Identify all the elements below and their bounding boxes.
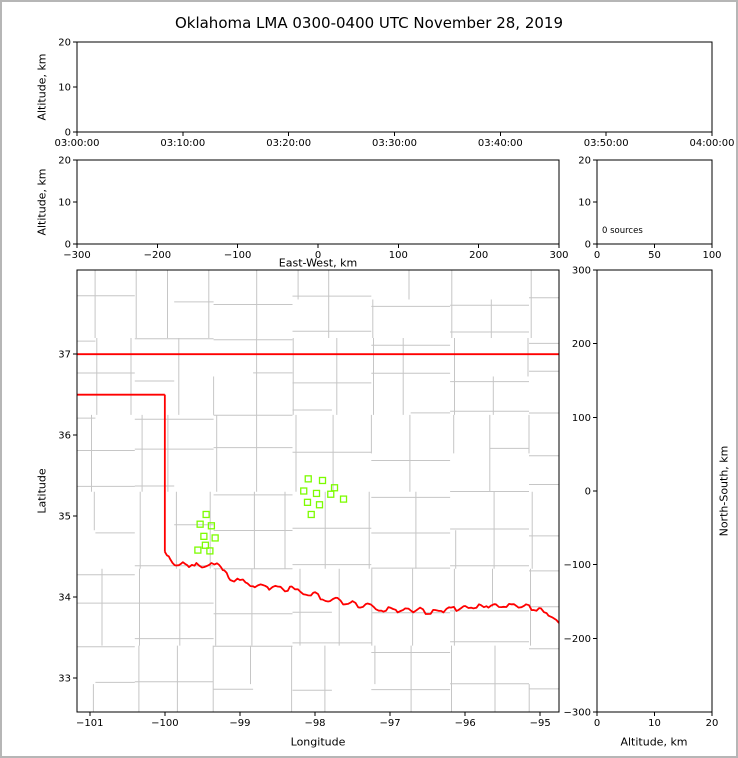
lma-station-marker	[207, 522, 216, 530]
lma-station-marker	[330, 484, 339, 492]
svg-text:300: 300	[549, 250, 568, 261]
svg-text:03:10:00: 03:10:00	[160, 138, 205, 149]
svg-text:50: 50	[648, 250, 661, 261]
svg-text:200: 200	[469, 250, 488, 261]
ns-height-ylabel: North-South, km	[717, 445, 731, 537]
figure-title: Oklahoma LMA 0300-0400 UTC November 28, …	[174, 14, 564, 32]
svg-text:03:00:00: 03:00:00	[55, 138, 100, 149]
svg-text:−200: −200	[144, 250, 171, 261]
svg-text:−98: −98	[304, 718, 325, 729]
svg-text:34: 34	[58, 593, 71, 604]
svg-text:20: 20	[58, 38, 71, 49]
svg-text:0: 0	[315, 250, 321, 261]
lma-station-marker	[206, 547, 214, 555]
lma-station-marker	[202, 510, 210, 519]
lma-station-marker	[318, 476, 327, 485]
svg-text:36: 36	[58, 431, 71, 442]
svg-text:04:00:00: 04:00:00	[690, 138, 735, 149]
lma-station-marker	[300, 487, 308, 495]
svg-text:03:40:00: 03:40:00	[478, 138, 523, 149]
svg-text:−96: −96	[455, 718, 476, 729]
lma-station-marker	[201, 541, 210, 549]
svg-text:03:30:00: 03:30:00	[372, 138, 417, 149]
svg-text:100: 100	[389, 250, 408, 261]
svg-text:−300: −300	[564, 708, 591, 719]
lma-station-marker	[196, 520, 204, 528]
svg-text:0: 0	[585, 240, 591, 251]
svg-text:−100: −100	[564, 560, 591, 571]
svg-text:10: 10	[648, 718, 661, 729]
plan-xlabel: Longitude	[290, 735, 346, 749]
svg-text:10: 10	[58, 198, 71, 209]
time-height-ylabel: Altitude, km	[35, 53, 49, 121]
lma-station-marker	[304, 475, 312, 483]
plan-ylabel: Latitude	[35, 468, 49, 514]
lma-station-marker	[315, 501, 324, 509]
svg-text:0: 0	[594, 718, 600, 729]
svg-text:200: 200	[572, 339, 591, 350]
lma-station-marker	[211, 534, 219, 542]
ew-height-xlabel: East-West, km	[278, 256, 358, 270]
lma-station-marker	[307, 510, 315, 519]
lma-station-marker	[194, 546, 202, 554]
svg-text:20: 20	[578, 156, 591, 167]
svg-text:−100: −100	[151, 718, 178, 729]
svg-text:03:50:00: 03:50:00	[584, 138, 629, 149]
svg-text:−300: −300	[63, 250, 90, 261]
svg-text:10: 10	[578, 198, 591, 209]
svg-text:0: 0	[594, 250, 600, 261]
svg-text:300: 300	[572, 266, 591, 277]
lma-station-marker	[339, 495, 348, 503]
svg-text:35: 35	[58, 512, 71, 523]
svg-text:−100: −100	[224, 250, 251, 261]
ns-height-xlabel: Altitude, km	[620, 735, 688, 749]
plan-map-layers	[77, 270, 559, 712]
svg-text:03:20:00: 03:20:00	[266, 138, 311, 149]
lma-station-marker	[312, 489, 321, 498]
svg-text:100: 100	[702, 250, 721, 261]
svg-text:0: 0	[585, 487, 591, 498]
svg-text:37: 37	[58, 350, 71, 361]
svg-text:20: 20	[58, 156, 71, 167]
svg-text:10: 10	[58, 83, 71, 94]
svg-text:33: 33	[58, 674, 71, 685]
ew-height-ylabel: Altitude, km	[35, 168, 49, 236]
lma-station-marker	[303, 498, 312, 506]
svg-text:0: 0	[65, 240, 71, 251]
svg-text:100: 100	[572, 413, 591, 424]
svg-text:20: 20	[706, 718, 719, 729]
histogram-annotation: 0 sources	[602, 226, 643, 236]
svg-text:−200: −200	[564, 634, 591, 645]
svg-text:−95: −95	[530, 718, 551, 729]
lma-station-marker	[200, 532, 208, 540]
svg-text:0: 0	[65, 128, 71, 139]
svg-text:−97: −97	[380, 718, 401, 729]
svg-text:−99: −99	[229, 718, 250, 729]
svg-text:−101: −101	[76, 718, 103, 729]
lma-station-marker	[327, 490, 335, 498]
